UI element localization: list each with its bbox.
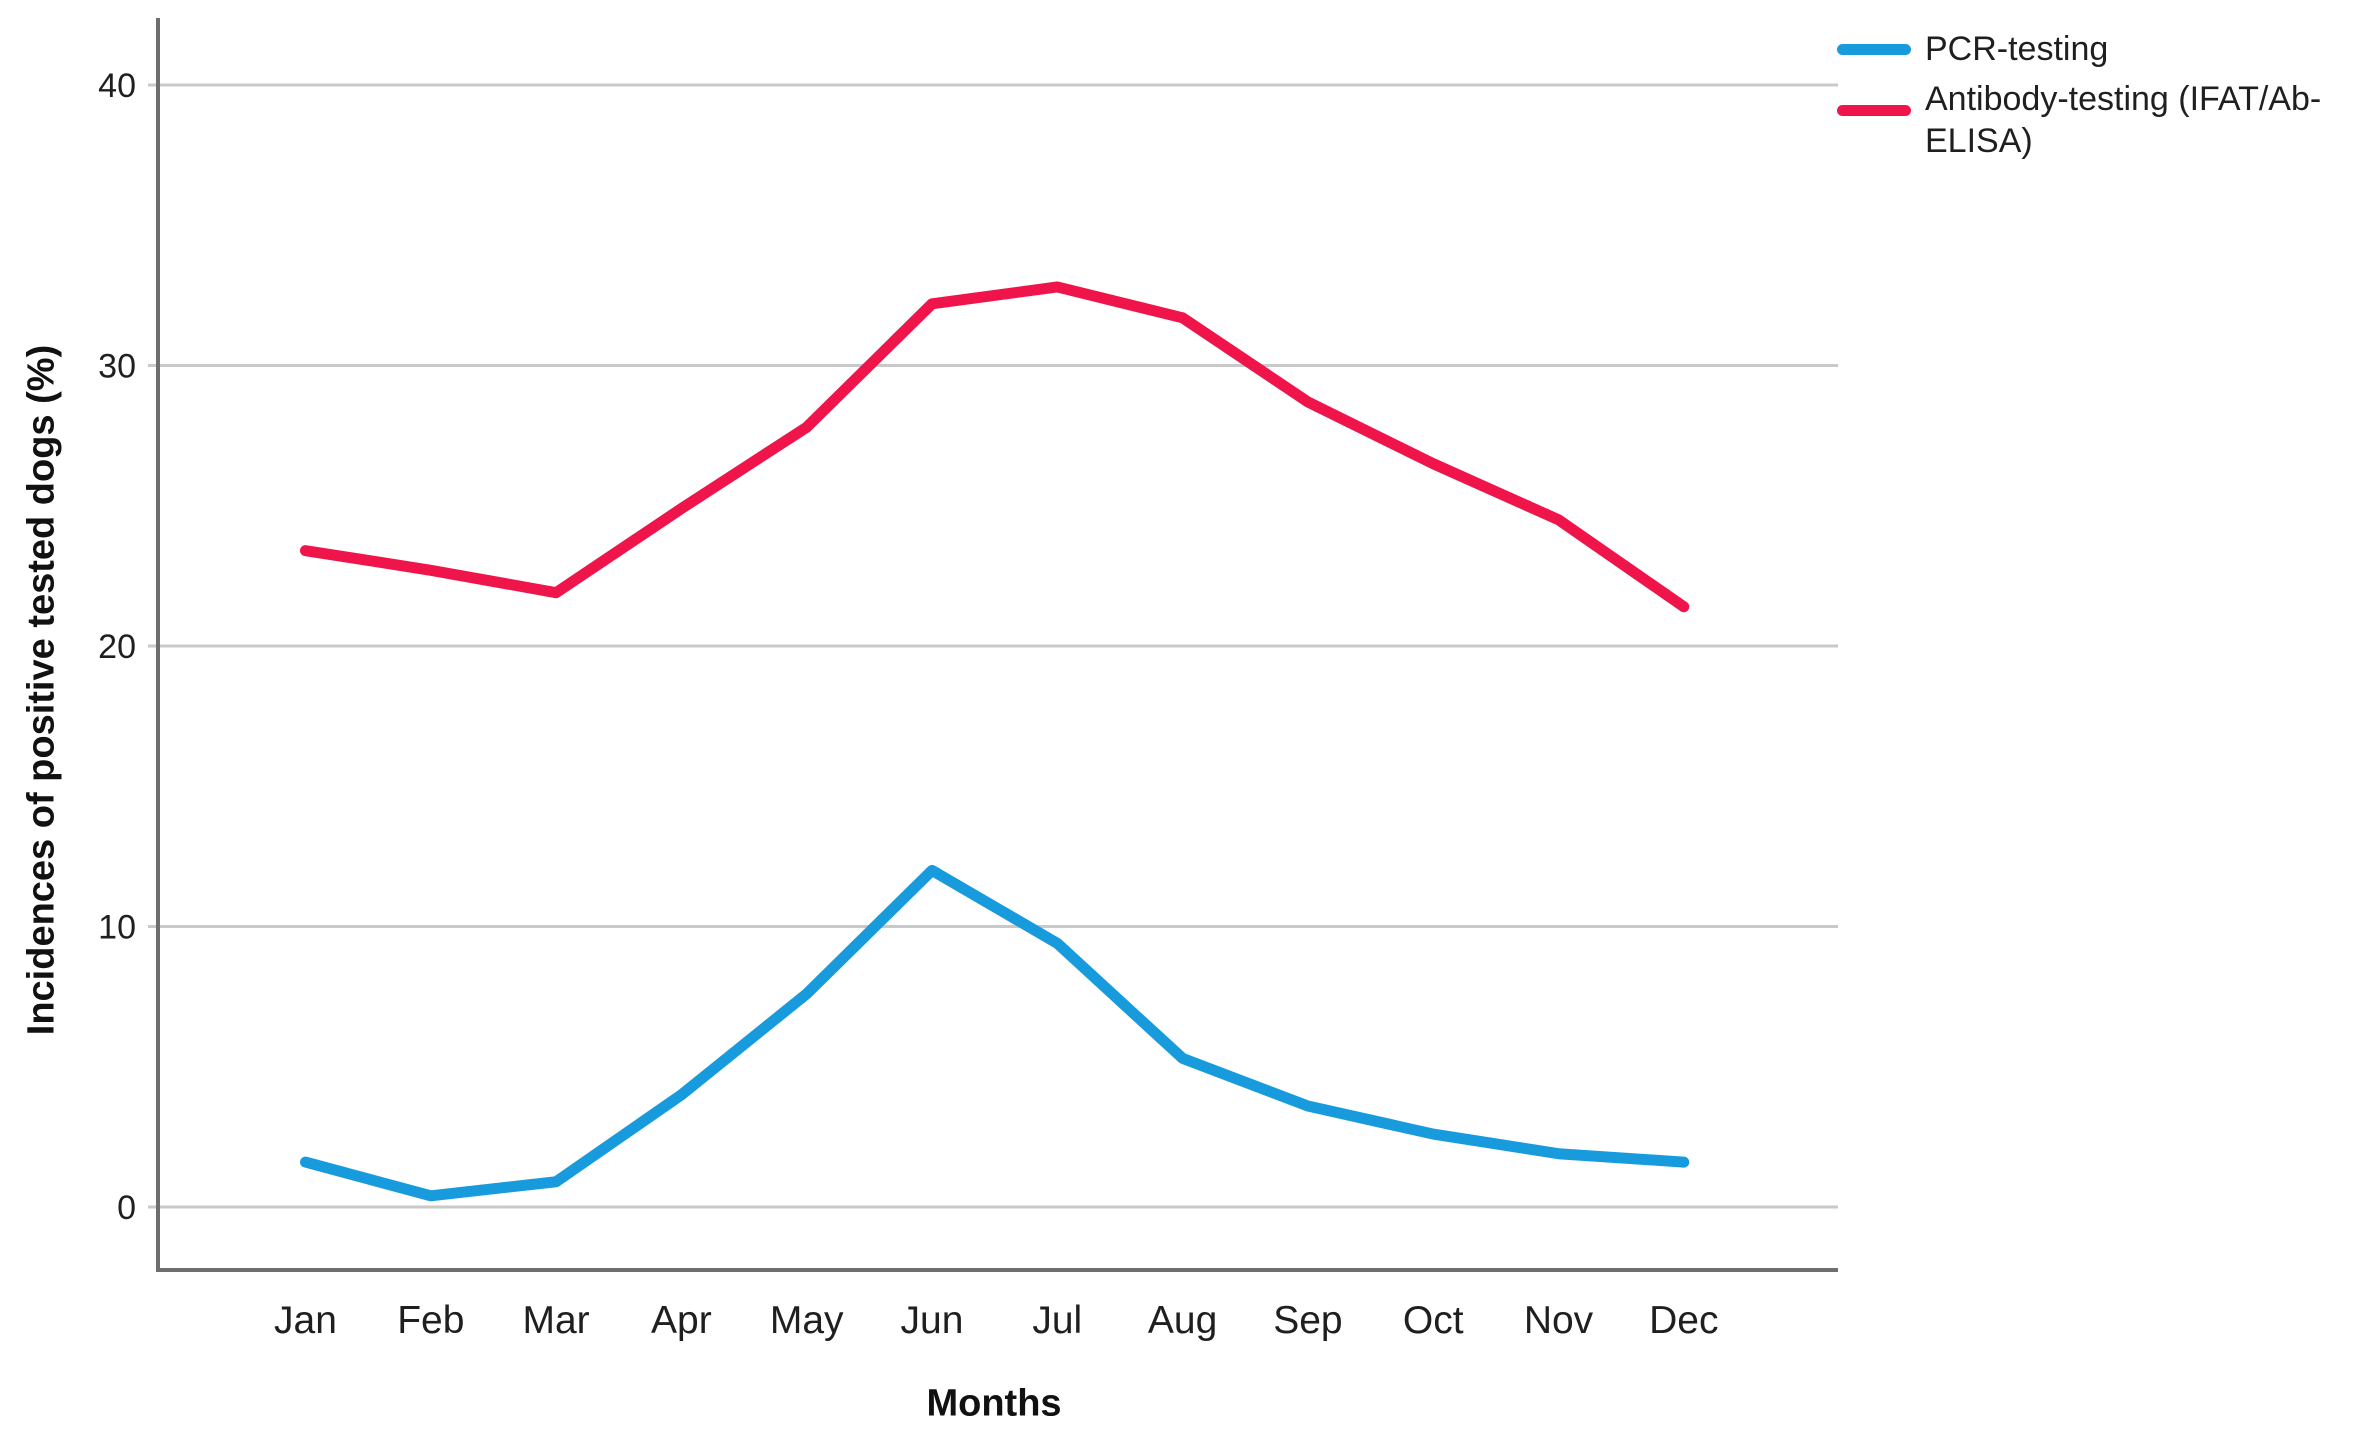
pcr-line-swatch-icon bbox=[1837, 44, 1911, 55]
y-tick-label: 20 bbox=[98, 628, 136, 666]
y-tick-label: 10 bbox=[98, 909, 136, 947]
legend: PCR-testing Antibody-testing (IFAT/Ab-EL… bbox=[1837, 28, 2378, 162]
series-line-pcr bbox=[300, 864, 1690, 1202]
antibody-line-swatch-icon bbox=[1837, 105, 1911, 116]
x-tick-label: Jun bbox=[901, 1299, 964, 1342]
y-axis-title: Incidences of positive tested dogs (%) bbox=[20, 344, 63, 1036]
x-tick-label: Jan bbox=[274, 1299, 337, 1342]
x-tick-label: May bbox=[770, 1299, 844, 1342]
legend-item-pcr: PCR-testing bbox=[1837, 28, 2378, 70]
x-tick-label: Sep bbox=[1273, 1299, 1342, 1342]
x-tick-label: Aug bbox=[1148, 1299, 1217, 1342]
x-axis-title: Months bbox=[926, 1382, 1062, 1425]
series-line-antibody bbox=[300, 281, 1690, 613]
x-tick-label: Mar bbox=[523, 1299, 590, 1342]
y-tick-label: 40 bbox=[98, 67, 136, 105]
legend-item-antibody: Antibody-testing (IFAT/Ab-ELISA) bbox=[1837, 78, 2378, 162]
x-tick-label: Apr bbox=[651, 1299, 712, 1342]
x-tick-label: Dec bbox=[1649, 1299, 1718, 1342]
x-tick-label: Nov bbox=[1524, 1299, 1594, 1342]
legend-label-antibody: Antibody-testing (IFAT/Ab-ELISA) bbox=[1925, 80, 2322, 160]
y-tick-label: 30 bbox=[98, 348, 136, 386]
x-tick-label: Jul bbox=[1032, 1299, 1082, 1342]
x-tick-label: Feb bbox=[397, 1299, 464, 1342]
x-tick-label: Oct bbox=[1403, 1299, 1464, 1342]
y-tick-label: 0 bbox=[117, 1189, 136, 1227]
legend-label-pcr: PCR-testing bbox=[1925, 30, 2109, 68]
